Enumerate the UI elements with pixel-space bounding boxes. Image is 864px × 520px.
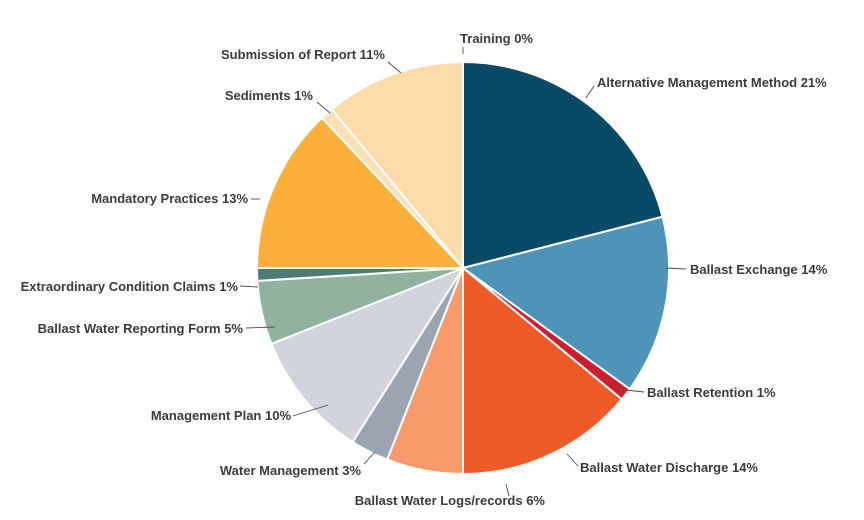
leader-line-alternative-management-method [585,85,595,99]
slice-label-training: Training 0% [460,31,533,46]
pie-slice-submission-of-report [330,60,464,271]
pie-slice-management-plan [270,265,466,444]
leader-line-submission-of-report [387,61,402,74]
slice-label-ballast-water-logs-records: Ballast Water Logs/records 6% [355,493,546,508]
slice-label-water-management: Water Management 3% [220,463,362,478]
slice-label-mandatory-practices: Mandatory Practices 13% [91,191,248,206]
leader-line-water-management [363,451,376,465]
leader-line-sediments [316,101,331,114]
pie-slice-ballast-exchange [460,215,670,391]
slice-label-ballast-water-discharge: Ballast Water Discharge 14% [580,460,758,475]
slice-label-extraordinary-condition-claims: Extraordinary Condition Claims 1% [21,279,239,294]
pie-slice-mandatory-practices [255,116,466,269]
pie-slice-ballast-water-discharge [462,265,624,476]
pie-slice-alternative-management-method [462,60,664,270]
labels-layer: Alternative Management Method 21% Ballast… [21,31,828,508]
slice-label-management-plan: Management Plan 10% [151,408,292,423]
slice-label-submission-of-report: Submission of Report 11% [221,47,385,62]
leader-lines-layer [239,47,687,497]
slice-label-ballast-water-reporting-form: Ballast Water Reporting Form 5% [38,321,244,336]
leader-line-ballast-water-logs-records [505,483,510,497]
slices-layer [255,60,670,476]
leader-line-ballast-retention [625,389,645,393]
slice-label-ballast-retention: Ballast Retention 1% [647,385,776,400]
leader-line-management-plan [292,404,329,417]
leader-line-ballast-exchange [665,267,687,270]
slice-label-ballast-exchange: Ballast Exchange 14% [690,262,828,277]
leader-line-ballast-water-reporting-form [245,326,276,329]
leader-line-ballast-water-discharge [566,453,579,467]
slice-label-sediments: Sediments 1% [225,88,314,103]
leader-line-extraordinary-condition-claims [239,285,259,288]
slice-label-alternative-management-method: Alternative Management Method 21% [597,75,827,90]
